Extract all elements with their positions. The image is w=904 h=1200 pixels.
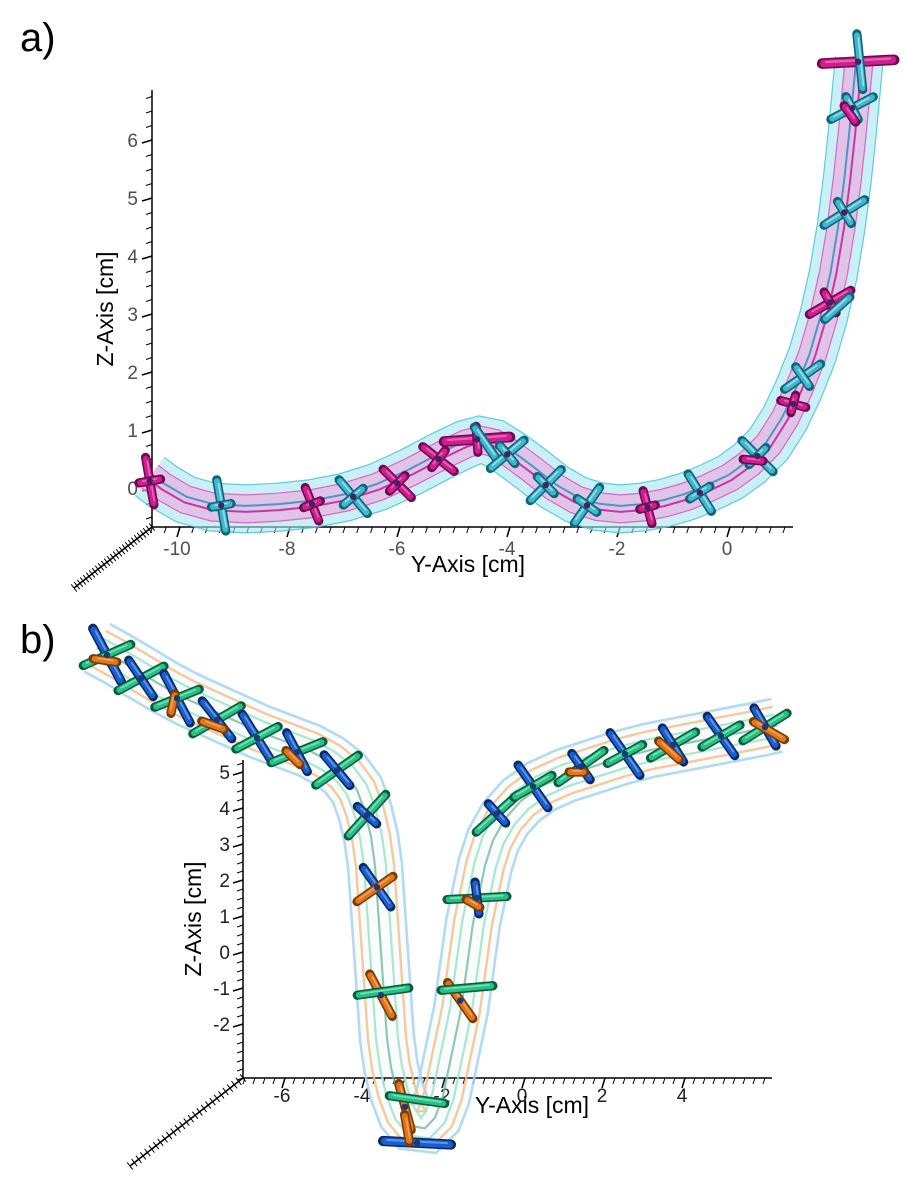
svg-text:1: 1	[219, 907, 230, 928]
svg-text:-1: -1	[213, 979, 230, 1000]
svg-text:0: 0	[517, 1086, 528, 1107]
svg-text:1: 1	[127, 421, 138, 442]
panel-b-z-axis-label: Z-Axis [cm]	[180, 861, 206, 977]
svg-text:2: 2	[127, 363, 138, 384]
svg-text:4: 4	[677, 1086, 688, 1107]
panel-b-label: b)	[20, 618, 56, 662]
svg-text:2: 2	[597, 1086, 608, 1107]
svg-text:-8: -8	[279, 539, 296, 560]
panel-a-y-axis-label: Y-Axis [cm]	[410, 551, 526, 577]
svg-text:5: 5	[219, 763, 230, 784]
svg-text:-4: -4	[499, 539, 516, 560]
axes: -10 -8 -6 -4 -2 0 0 1 2 3 4 5 6	[70, 90, 793, 592]
svg-text:3: 3	[219, 835, 230, 856]
panel-a-plot: -10 -8 -6 -4 -2 0 0 1 2 3 4 5 6	[70, 29, 900, 592]
panel-a-label: a)	[20, 16, 56, 60]
svg-text:5: 5	[127, 189, 138, 210]
svg-text:-4: -4	[354, 1086, 371, 1107]
svg-text:-6: -6	[274, 1086, 291, 1107]
svg-text:-2: -2	[609, 539, 626, 560]
panel-b-y-axis-label: Y-Axis [cm]	[474, 1092, 590, 1118]
svg-text:0: 0	[127, 479, 138, 500]
panel-a-z-axis-label: Z-Axis [cm]	[92, 251, 118, 367]
svg-text:-2: -2	[213, 1015, 230, 1036]
svg-text:4: 4	[219, 799, 230, 820]
svg-text:-10: -10	[163, 539, 190, 560]
sensor-cross-markers	[78, 623, 792, 1150]
sensor-cross-markers	[134, 29, 900, 536]
svg-text:2: 2	[219, 871, 230, 892]
svg-text:-6: -6	[389, 539, 406, 560]
svg-text:6: 6	[127, 131, 138, 152]
svg-text:0: 0	[722, 539, 733, 560]
svg-text:4: 4	[127, 247, 138, 268]
svg-text:0: 0	[219, 943, 230, 964]
svg-text:3: 3	[127, 305, 138, 326]
